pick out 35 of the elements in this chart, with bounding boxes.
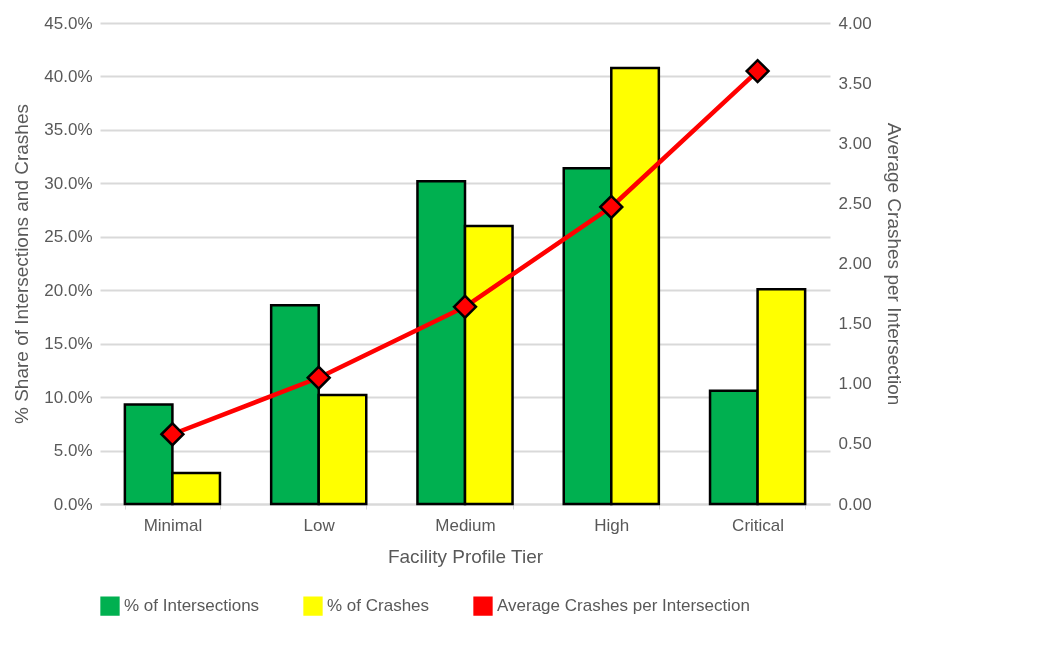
y2-tick-label: 3.50 xyxy=(838,73,872,93)
legend-label: % of Intersections xyxy=(124,596,260,616)
legend-label: Average Crashes per Intersection xyxy=(497,596,750,616)
y-axis-title: % Share of Intersections and Crashes xyxy=(11,103,33,425)
y2-tick-label: 3.00 xyxy=(838,133,872,153)
point xyxy=(160,422,185,447)
y2-tick-label: 1.00 xyxy=(838,374,872,394)
y-tick-label: 5.0% xyxy=(53,441,93,461)
point xyxy=(452,294,478,319)
y2-tick-label: 1.50 xyxy=(838,314,872,334)
x-tick-label: High xyxy=(594,515,630,535)
y-tick-label: 20.0% xyxy=(44,280,93,300)
x-axis-title: Facility Profile Tier xyxy=(387,545,544,567)
y-tick-label: 15.0% xyxy=(44,334,93,354)
y-tick-label: 25.0% xyxy=(44,227,93,247)
y-tick-label: 45.0% xyxy=(44,13,93,33)
point xyxy=(306,365,331,390)
point xyxy=(745,58,770,84)
x-tick-label: Critical xyxy=(732,515,785,535)
legend-label: % of Crashes xyxy=(327,596,430,616)
y-tick-label: 10.0% xyxy=(44,387,93,407)
y-tick-label: 0.0% xyxy=(53,494,93,514)
y-tick-label: 35.0% xyxy=(44,120,93,140)
x-tick-label: Low xyxy=(303,515,336,535)
y2-tick-label: 0.00 xyxy=(838,494,872,514)
y2-tick-label: 2.50 xyxy=(838,193,872,213)
y-tick-label: 30.0% xyxy=(44,173,93,193)
y-tick-label: 40.0% xyxy=(44,66,93,86)
point xyxy=(599,194,624,220)
y2-tick-label: 0.50 xyxy=(838,434,872,454)
y2-tick-label: 2.00 xyxy=(838,254,872,273)
x-tick-label: Medium xyxy=(435,515,496,535)
x-tick-label: Minimal xyxy=(143,515,203,535)
y2-tick-label: 4.00 xyxy=(838,13,872,33)
y2-axis-title: Average Crashes per Intersection xyxy=(883,122,905,406)
